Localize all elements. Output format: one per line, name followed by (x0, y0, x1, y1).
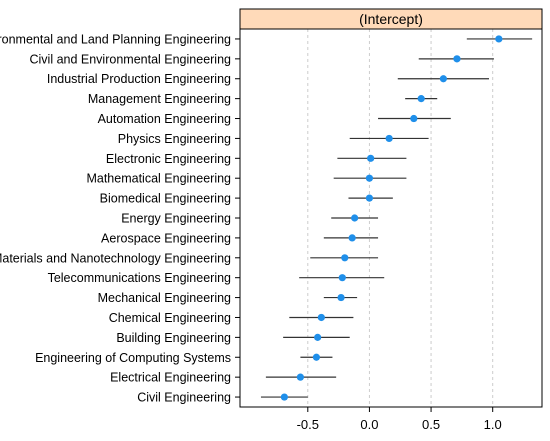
category-label: Electronic Engineering (106, 152, 231, 166)
estimate-point (338, 274, 346, 282)
x-axis: -0.5 0.0 0.5 1.0 (297, 407, 502, 432)
estimate-point (410, 114, 418, 123)
category-label: Civil Engineering (137, 391, 231, 405)
grid-layer (307, 29, 494, 407)
category-label: Building Engineering (116, 331, 231, 345)
estimate-point (365, 194, 374, 202)
point-layer (280, 35, 503, 401)
category-label: Mathematical Engineering (86, 172, 231, 186)
category-label: Electrical Engineering (110, 371, 231, 385)
estimate-point (337, 293, 345, 302)
x-tick-label: 1.0 (484, 417, 502, 432)
estimate-point (314, 333, 322, 341)
category-label: Automation Engineering (98, 112, 231, 126)
estimate-point (385, 134, 393, 143)
category-label: Engineering of Computing Systems (35, 351, 231, 365)
category-label: Management Engineering (88, 92, 231, 106)
category-label: Civil and Environmental Engineering (29, 52, 231, 66)
estimate-point (296, 373, 304, 381)
category-label: Materials and Nanotechnology Engineering (0, 251, 231, 265)
estimate-point (280, 393, 288, 401)
category-label: Telecommunications Engineering (48, 271, 231, 285)
category-label: Energy Engineering (121, 212, 231, 226)
x-tick-label: -0.5 (297, 417, 319, 432)
x-tick-label: 0.5 (422, 417, 440, 432)
panel-strip: (Intercept) (239, 8, 543, 30)
panel-strip-title: (Intercept) (359, 11, 423, 27)
x-tick-label: 0.0 (360, 417, 378, 432)
category-label: Chemical Engineering (109, 311, 231, 325)
category-label: Environmental and Land Planning Engineer… (0, 32, 231, 46)
interval-layer (260, 38, 533, 398)
estimate-point (351, 214, 359, 222)
category-label: Mechanical Engineering (98, 291, 231, 305)
estimate-point (312, 353, 321, 361)
category-labels: Environmental and Land Planning Engineer… (0, 32, 240, 405)
estimate-point (341, 254, 349, 262)
estimate-point (317, 313, 325, 322)
estimate-point (417, 95, 425, 103)
panel-border (239, 28, 543, 408)
estimate-point (367, 154, 375, 162)
estimate-point (365, 174, 374, 182)
category-label: Physics Engineering (118, 132, 231, 146)
estimate-point (348, 234, 356, 242)
category-label: Biomedical Engineering (100, 192, 231, 206)
estimate-point (439, 75, 447, 83)
category-label: Industrial Production Engineering (47, 72, 231, 86)
estimate-point (495, 35, 503, 43)
category-label: Aerospace Engineering (101, 231, 231, 245)
estimate-point (453, 55, 461, 63)
